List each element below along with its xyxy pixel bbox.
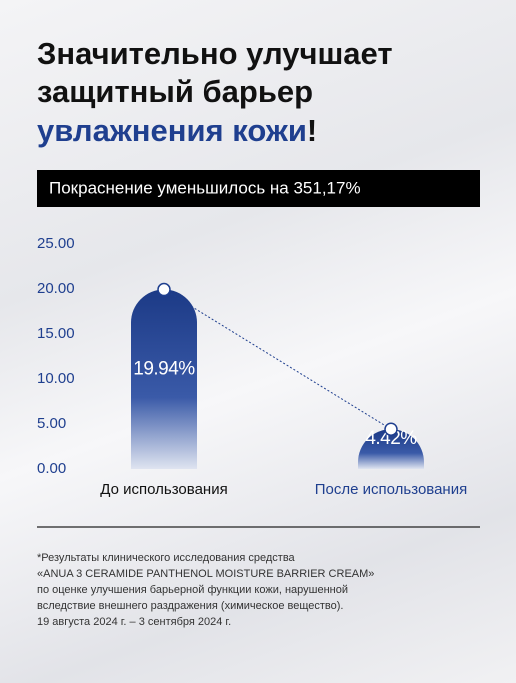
- y-tick-label: 15.00: [37, 325, 75, 342]
- footnote: *Результаты клинического исследования ср…: [37, 552, 374, 628]
- y-tick-label: 10.00: [37, 370, 75, 387]
- footnote-line: *Результаты клинического исследования ср…: [37, 552, 296, 564]
- bar: [358, 429, 424, 469]
- point-marker: [384, 422, 398, 436]
- headline-line: Значительно улучшает: [37, 36, 393, 71]
- footnote-line: 19 августа 2024 г. – 3 сентября 2024 г.: [37, 616, 231, 628]
- headline-end: !: [307, 113, 317, 148]
- value-label: 19.94%: [133, 358, 195, 379]
- connector: [163, 289, 392, 430]
- headline-line: увлажнения кожи!: [37, 113, 317, 148]
- x-tick-label: После использования: [315, 481, 467, 498]
- y-tick-label: 0.00: [37, 460, 66, 477]
- y-tick-label: 5.00: [37, 415, 66, 432]
- footnote-line: вследствие внешнего раздражения (химичес…: [37, 600, 343, 612]
- y-tick-label: 25.00: [37, 235, 75, 252]
- x-tick-label: До использования: [100, 481, 227, 498]
- point-marker: [157, 282, 171, 297]
- value-label: 4.42%: [365, 428, 417, 449]
- bar: [131, 289, 197, 469]
- banner-bg: [37, 170, 480, 207]
- headline-line: защитный барьер: [37, 74, 313, 109]
- headline-highlight: увлажнения кожи: [37, 113, 307, 148]
- banner-text: Покраснение уменьшилось на 351,17%: [49, 178, 361, 197]
- footnote-line: «ANUA 3 CERAMIDE PANTHENOL MOISTURE BARR…: [37, 568, 374, 580]
- y-tick-label: 20.00: [37, 280, 75, 297]
- footnote-line: по оценке улучшения барьерной функции ко…: [37, 584, 348, 596]
